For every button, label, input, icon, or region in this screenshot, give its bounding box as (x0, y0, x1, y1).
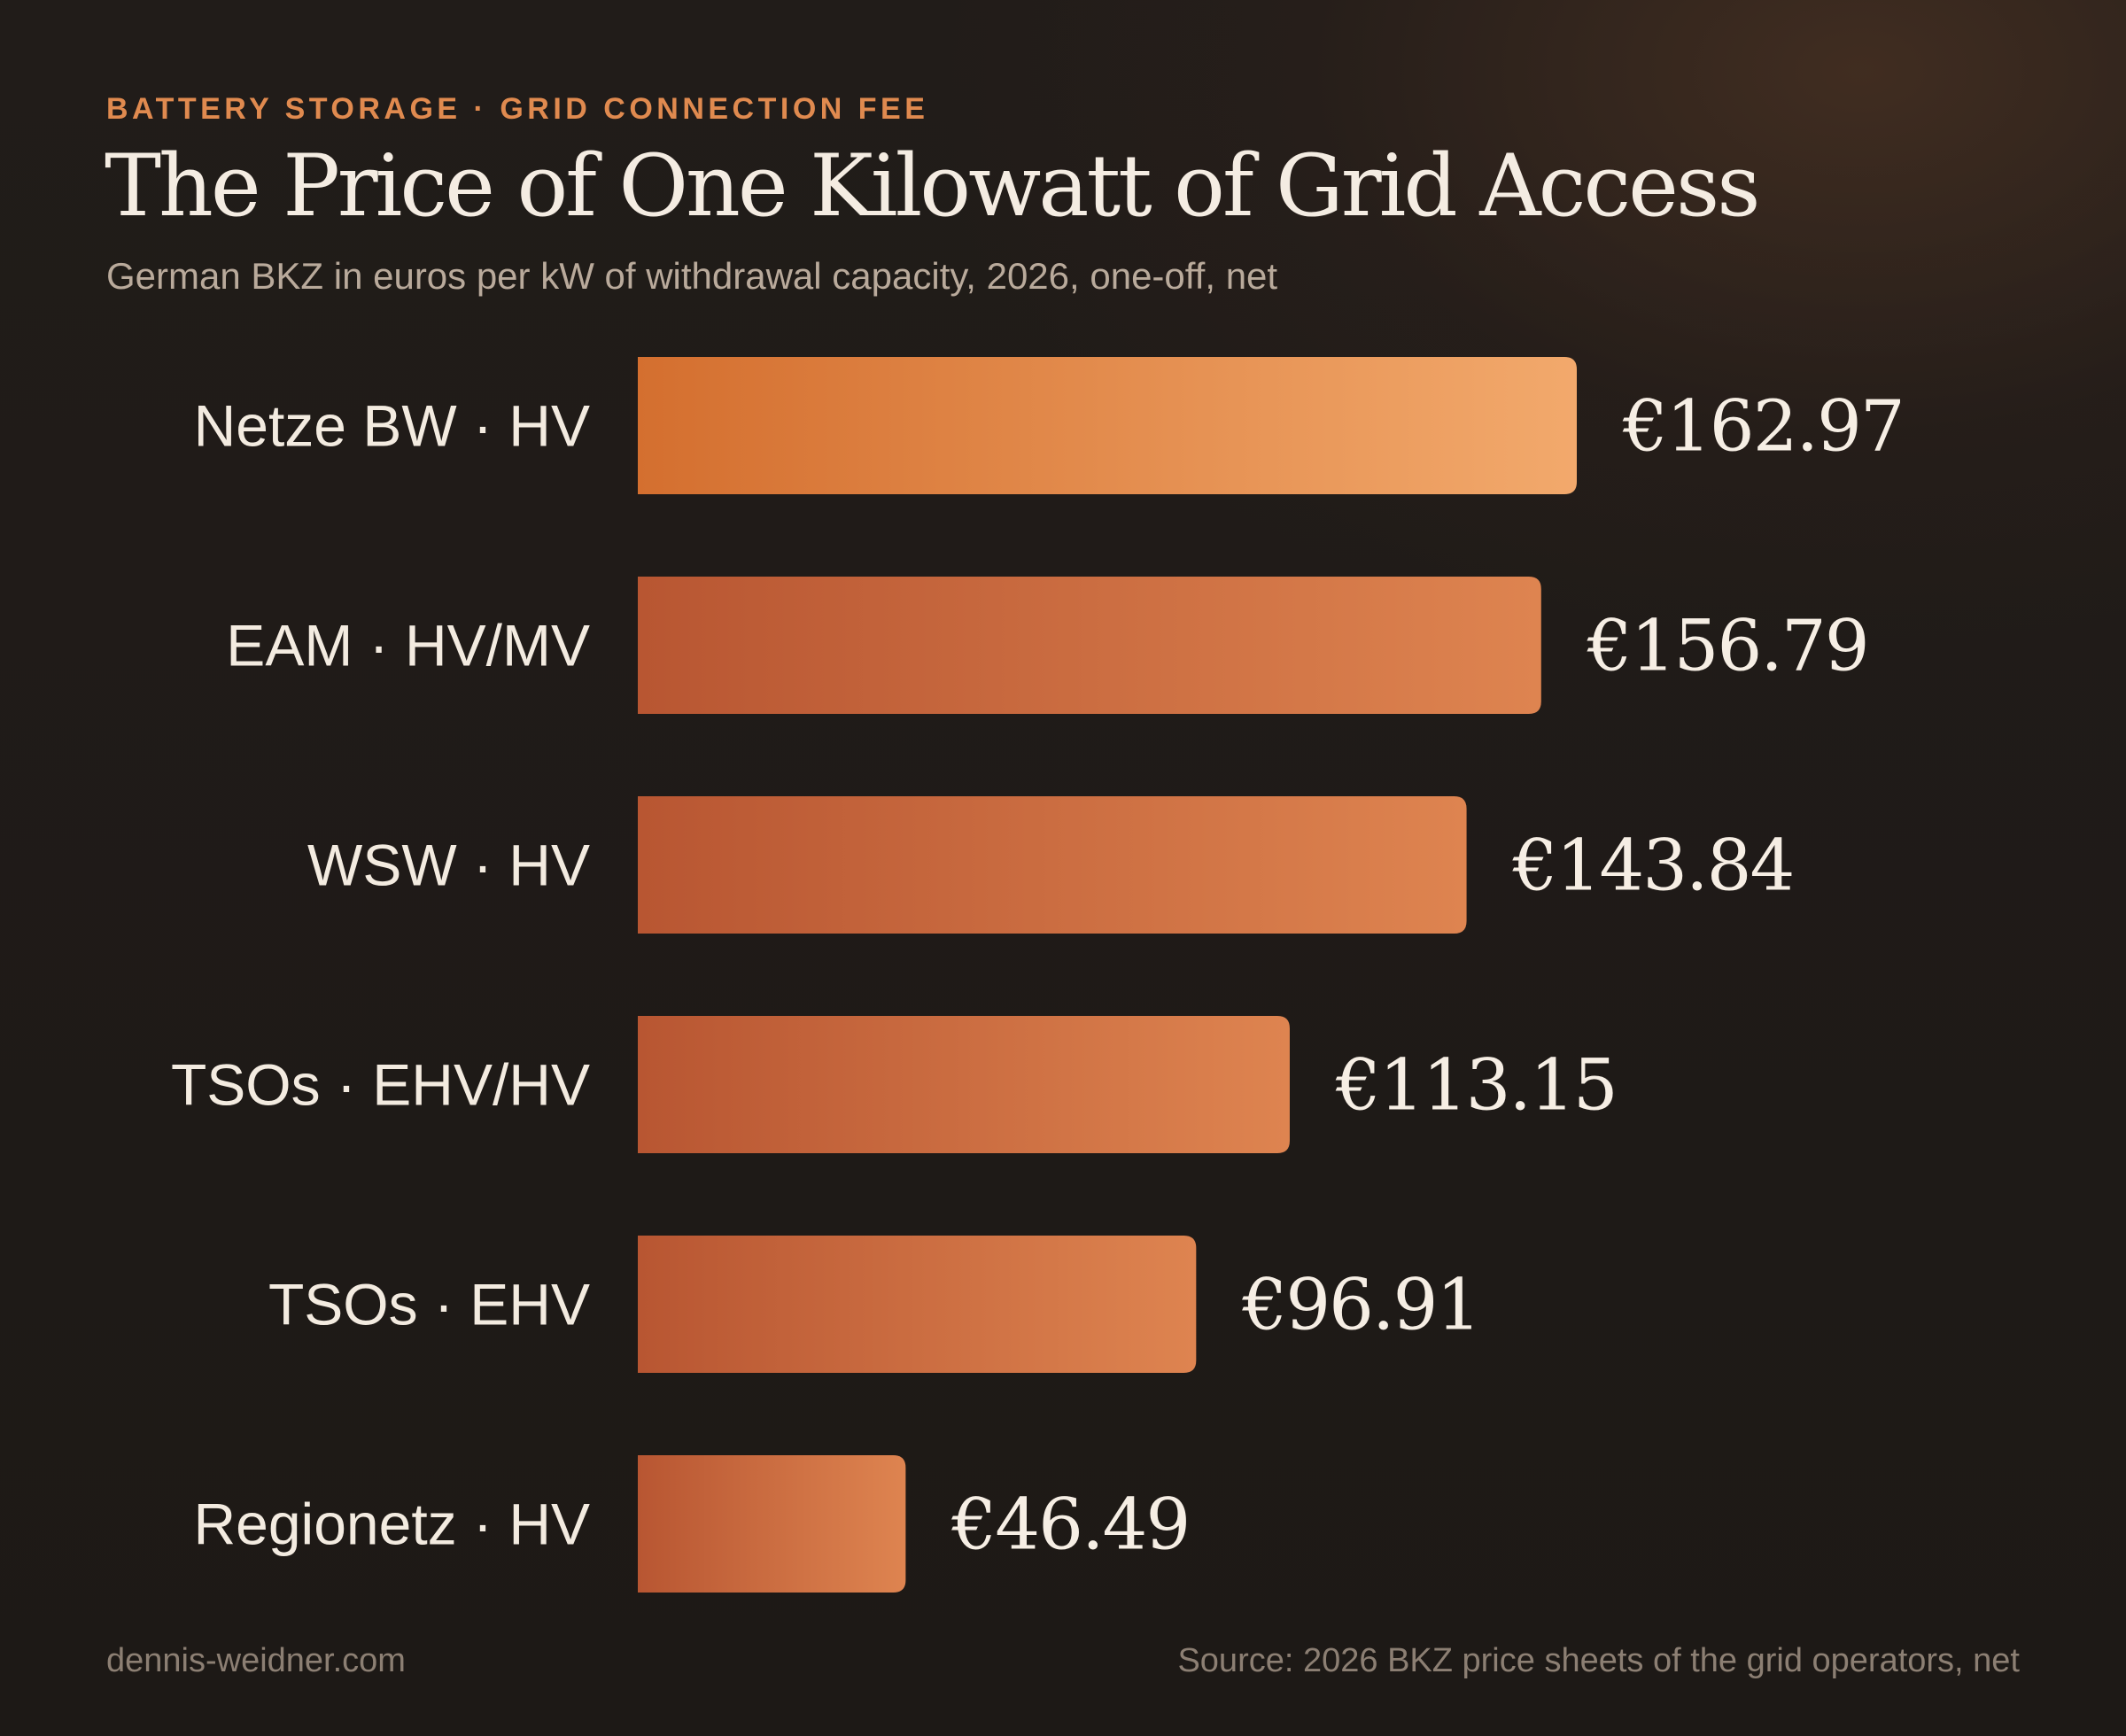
category-label: TSOs · EHV/HV (171, 1052, 590, 1118)
bar (638, 1455, 906, 1593)
bar-row: TSOs · EHV €96.91 (268, 1236, 1481, 1373)
chart-subtitle: German BKZ in euros per kW of withdrawal… (106, 255, 1278, 297)
chart-kicker: BATTERY STORAGE · GRID CONNECTION FEE (106, 92, 929, 126)
bar (638, 357, 1577, 494)
value-label: €96.91 (1241, 1264, 1479, 1346)
value-label: €156.79 (1587, 605, 1868, 687)
category-label: TSOs · EHV (268, 1272, 590, 1337)
bar (638, 1016, 1290, 1153)
value-label: €113.15 (1335, 1044, 1617, 1127)
bar-row: Netze BW · HV €162.97 (194, 357, 1905, 494)
bar (638, 1236, 1197, 1373)
category-label: EAM · HV/MV (226, 613, 590, 678)
category-label: Netze BW · HV (194, 393, 590, 459)
bar-row: WSW · HV €143.84 (307, 796, 1795, 934)
footer-credit: dennis-weidner.com (106, 1642, 406, 1679)
bars-layer: Netze BW · HV €162.97 EAM · HV/MV €156.79 WS… (171, 357, 1905, 1593)
bar-row: EAM · HV/MV €156.79 (226, 577, 1870, 714)
category-label: WSW · HV (307, 833, 590, 898)
chart-title: The Price of One Kilowatt of Grid Access (105, 136, 1760, 236)
value-label: €162.97 (1622, 385, 1904, 468)
footer-source: Source: 2026 BKZ price sheets of the gri… (1177, 1642, 2020, 1679)
bar-row: Regionetz · HV €46.49 (193, 1455, 1191, 1593)
value-label: €46.49 (950, 1484, 1189, 1566)
value-label: €143.84 (1512, 825, 1794, 907)
bar (638, 577, 1541, 714)
category-label: Regionetz · HV (193, 1492, 590, 1557)
bar-row: TSOs · EHV/HV €113.15 (171, 1016, 1618, 1153)
bar (638, 796, 1467, 934)
